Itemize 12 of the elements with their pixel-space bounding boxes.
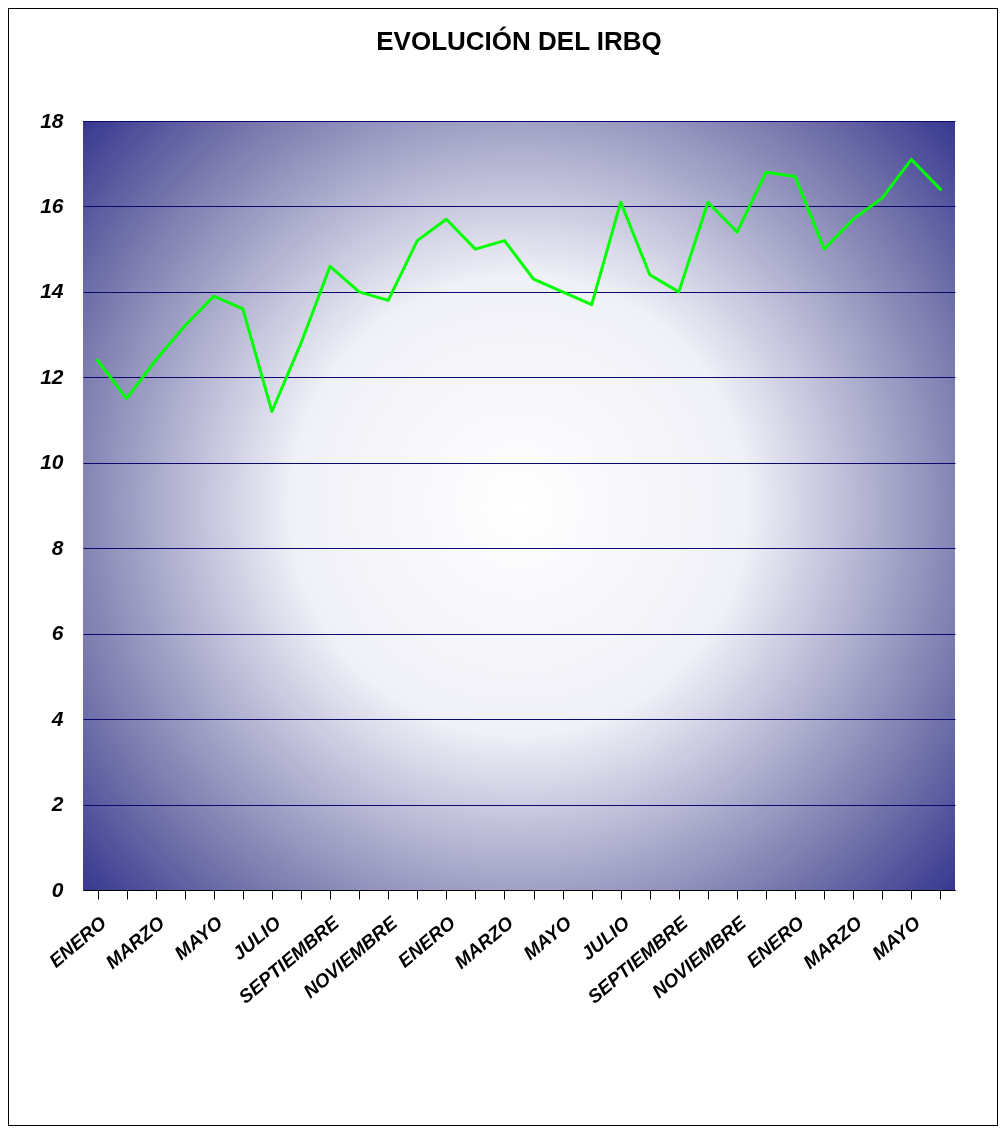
y-tick-label: 6 [51,621,64,645]
y-tick-label: 4 [50,706,64,730]
chart-title: EVOLUCIÓN DEL IRBQ [376,26,662,56]
y-tick-label: 14 [40,279,64,303]
line-series [96,157,942,414]
y-tick-label: 12 [40,364,64,388]
y-tick-label: 2 [50,792,64,816]
y-tick-label: 18 [40,108,64,132]
y-tick-label: 0 [51,877,64,901]
y-tick-label: 8 [51,535,64,559]
y-tick-label: 16 [40,193,64,217]
y-tick-label: 10 [40,450,64,474]
